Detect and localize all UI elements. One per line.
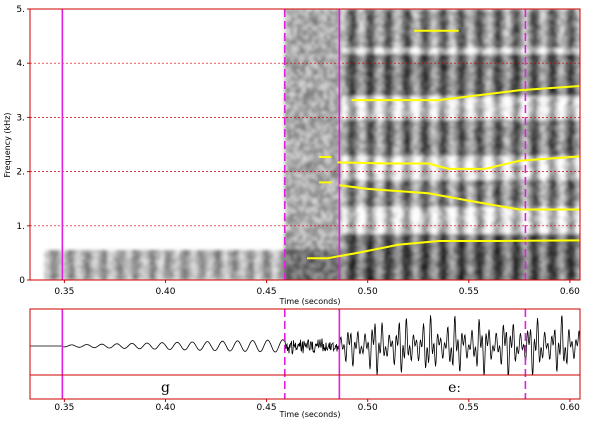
x-tick-label: 0.60 [560, 403, 580, 413]
x-tick-label: 0.55 [459, 287, 479, 297]
y-tick-label: 2. [16, 168, 25, 178]
spectrogram-frame [29, 8, 581, 281]
x-tick-label: 0.45 [257, 287, 277, 297]
x-tick-label: 0.35 [54, 287, 74, 297]
waveform-background [30, 309, 580, 399]
formant-track-f1 [307, 239, 580, 260]
segment-tier [29, 374, 581, 400]
y-tick-label: 3. [16, 113, 25, 123]
x-tick-label: 0.55 [459, 403, 479, 413]
segment-markers [61, 9, 527, 280]
spectrogram-panel: 0 1. 2. 3. 4. 5. 0.35 0.40 0.45 0.50 0.55 0.60 Fre… [3, 5, 581, 306]
waveform-panel: g eː 0.35 0.40 0.45 0.50 0.55 0.60 Time (secon… [29, 308, 581, 419]
formant-tracks [307, 29, 580, 260]
time-axis-label-bottom: Time (seconds) [278, 410, 340, 419]
x-tick-label: 0.50 [358, 403, 378, 413]
y-tick-label: 4. [16, 59, 25, 69]
formant-track-f2 [339, 184, 580, 211]
y-tick-label: 0 [19, 276, 25, 286]
formant-track-f3b [337, 155, 580, 170]
segment-labels: g eː [161, 380, 461, 396]
frequency-axis-label: Frequency (kHz) [3, 113, 12, 178]
segment-label: g [161, 380, 170, 396]
segment-label: eː [448, 380, 461, 396]
time-axis-bottom: 0.35 0.40 0.45 0.50 0.55 0.60 [54, 399, 580, 413]
x-tick-label: 0.35 [54, 403, 74, 413]
time-axis-label-top: Time (seconds) [278, 297, 340, 306]
x-tick-label: 0.60 [560, 287, 580, 297]
waveform-line [30, 315, 580, 375]
x-tick-label: 0.40 [155, 403, 175, 413]
frequency-axis: 0 1. 2. 3. 4. 5. [16, 5, 30, 286]
x-tick-label: 0.40 [155, 287, 175, 297]
time-axis-top: 0.35 0.40 0.45 0.50 0.55 0.60 [54, 280, 580, 297]
x-tick-label: 0.45 [257, 403, 277, 413]
formant-track-f4 [351, 85, 580, 102]
y-tick-label: 5. [16, 5, 25, 15]
y-tick-label: 1. [16, 222, 25, 232]
waveform-markers [61, 309, 527, 399]
waveform-trace [30, 315, 580, 375]
x-tick-label: 0.50 [358, 287, 378, 297]
